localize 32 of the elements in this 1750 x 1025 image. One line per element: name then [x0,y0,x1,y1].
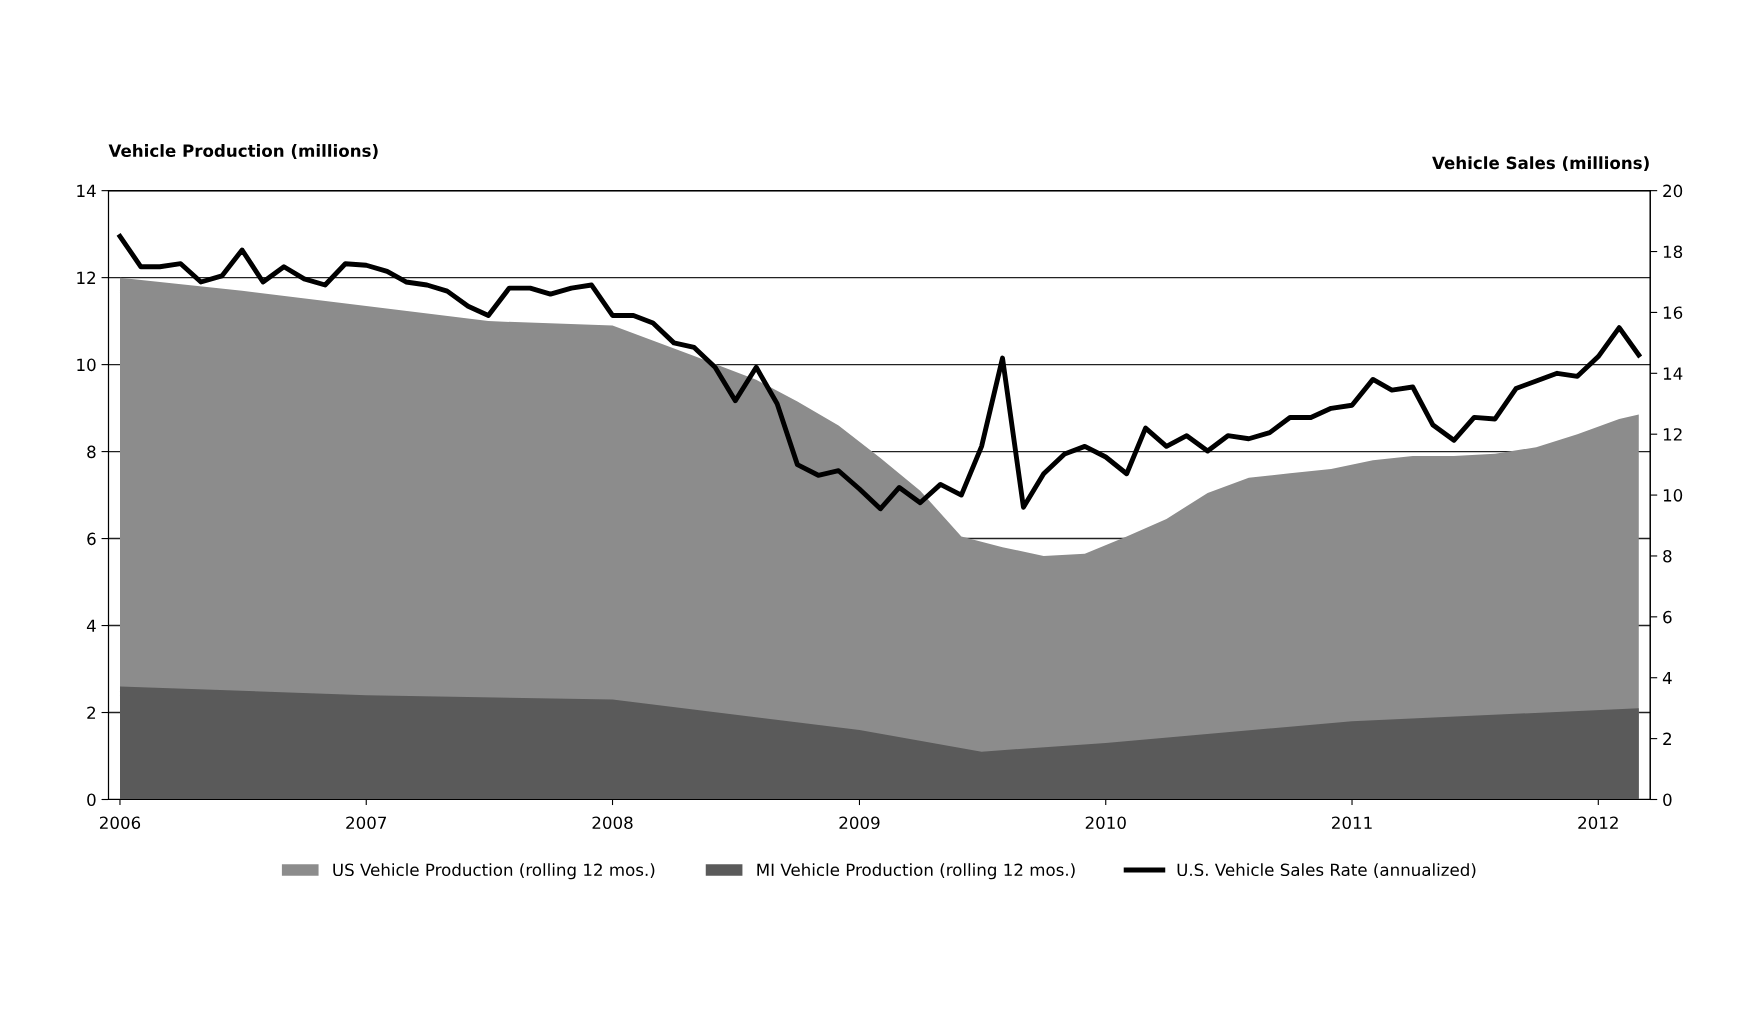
legend-label: U.S. Vehicle Sales Rate (annualized) [1177,863,1476,879]
y2-tick-label: 10 [1663,489,1683,502]
x-tick-label: 2012 [1578,816,1618,830]
y2-tick-label: 0 [1663,793,1672,807]
y2-tick-label: 18 [1663,245,1683,259]
line-series [117,233,1642,512]
y-axis-title: Vehicle Production (millions) [108,144,378,159]
legend-label: MI Vehicle Production (rolling 12 mos.) [757,863,1075,880]
y2-tick-label: 14 [1663,367,1683,380]
y-tick-label: 6 [87,532,96,546]
x-tick-label: 2011 [1332,816,1372,830]
y-tick-label: 12 [77,271,96,284]
x-tick-label: 2008 [592,816,633,830]
y2-tick-label: 2 [1663,732,1671,745]
y2-tick-label: 20 [1663,184,1683,198]
x-tick-label: 2010 [1085,816,1126,830]
y2-tick-label: 16 [1663,306,1683,319]
y-tick-label: 0 [87,793,96,807]
y-tick-label: 14 [77,184,96,197]
y-tick-label: 8 [87,445,96,459]
y-tick-label: 4 [86,619,96,632]
y2-tick-label: 12 [1663,428,1682,441]
y2-tick-label: 4 [1662,671,1672,685]
y2-tick-label: 8 [1663,549,1672,563]
x-tick-label: 2009 [839,816,880,830]
legend-label: US Vehicle Production (rolling 12 mos.) [333,863,655,880]
y-tick-label: 10 [77,358,96,372]
y-tick-label: 2 [87,706,96,719]
x-tick-label: 2007 [346,816,387,830]
y2-axis-title: Vehicle Sales (millions) [1432,156,1649,172]
x-tick-label: 2006 [99,816,141,830]
y2-tick-label: 6 [1663,610,1672,624]
